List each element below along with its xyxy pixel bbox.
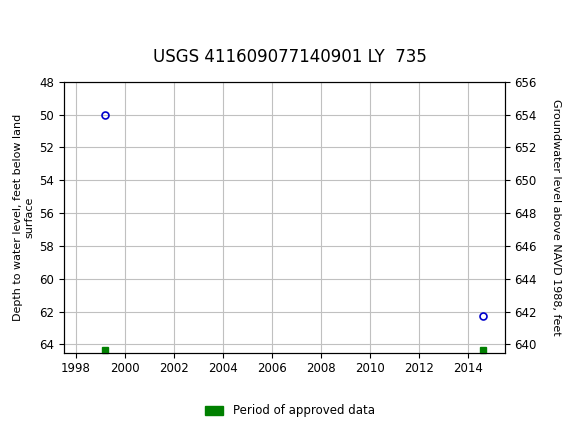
Y-axis label: Groundwater level above NAVD 1988, feet: Groundwater level above NAVD 1988, feet bbox=[551, 99, 561, 335]
Y-axis label: Depth to water level, feet below land
surface: Depth to water level, feet below land su… bbox=[13, 114, 35, 321]
Legend: Period of approved data: Period of approved data bbox=[201, 399, 379, 422]
FancyBboxPatch shape bbox=[3, 3, 78, 36]
Text: USGS 411609077140901 LY  735: USGS 411609077140901 LY 735 bbox=[153, 48, 427, 66]
Text: USGS: USGS bbox=[3, 10, 64, 28]
FancyBboxPatch shape bbox=[3, 3, 23, 36]
